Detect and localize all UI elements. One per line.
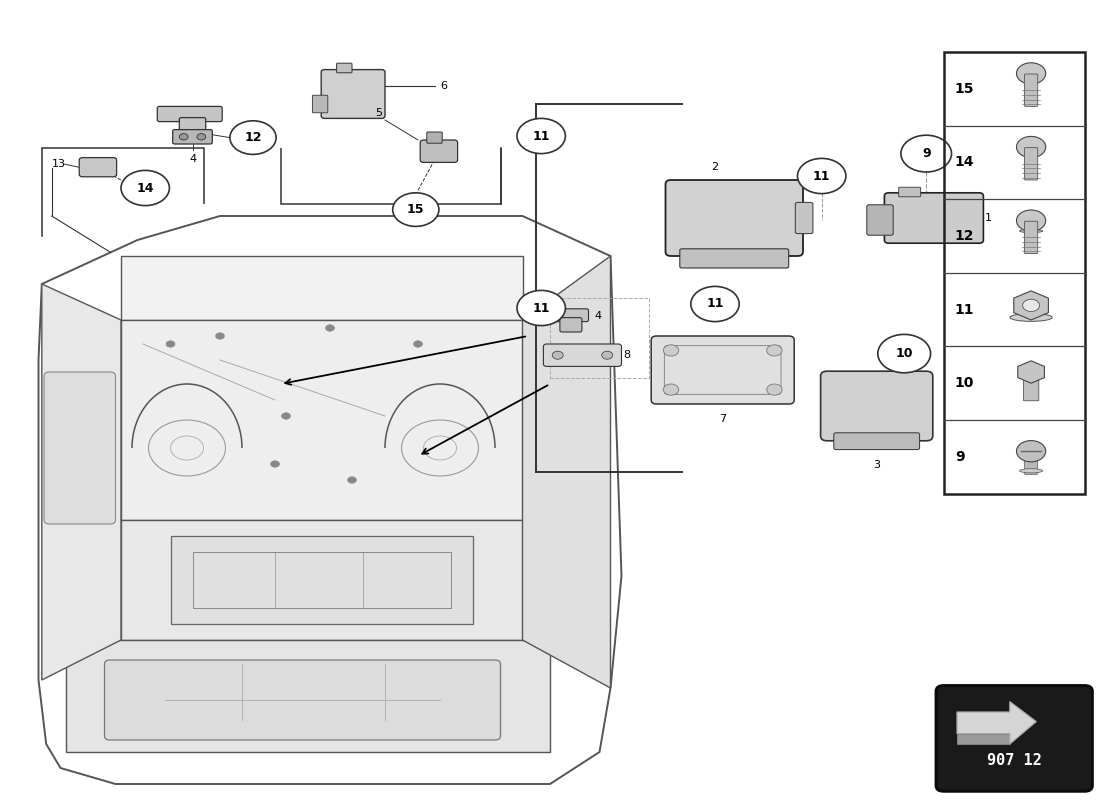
Text: 12: 12 bbox=[955, 229, 975, 243]
FancyBboxPatch shape bbox=[867, 205, 893, 235]
FancyBboxPatch shape bbox=[337, 63, 352, 73]
FancyBboxPatch shape bbox=[553, 309, 588, 322]
Circle shape bbox=[326, 325, 334, 331]
Circle shape bbox=[901, 135, 952, 172]
Polygon shape bbox=[42, 284, 121, 680]
Text: 2: 2 bbox=[712, 162, 718, 172]
Text: 8: 8 bbox=[624, 350, 630, 360]
Polygon shape bbox=[121, 520, 522, 640]
Circle shape bbox=[393, 193, 439, 226]
Circle shape bbox=[517, 290, 565, 326]
FancyBboxPatch shape bbox=[173, 130, 212, 144]
Text: 13: 13 bbox=[52, 159, 66, 169]
Text: 11: 11 bbox=[532, 302, 550, 314]
Text: 11: 11 bbox=[532, 130, 550, 142]
Polygon shape bbox=[66, 640, 550, 752]
Circle shape bbox=[1016, 441, 1046, 462]
Ellipse shape bbox=[1020, 469, 1043, 473]
FancyBboxPatch shape bbox=[821, 371, 933, 441]
FancyBboxPatch shape bbox=[680, 249, 789, 268]
Circle shape bbox=[121, 170, 169, 206]
FancyBboxPatch shape bbox=[560, 318, 582, 332]
Text: 907 12: 907 12 bbox=[987, 753, 1042, 768]
Circle shape bbox=[271, 461, 279, 467]
Polygon shape bbox=[121, 320, 522, 520]
FancyBboxPatch shape bbox=[321, 70, 385, 118]
Text: 14: 14 bbox=[955, 155, 975, 170]
FancyBboxPatch shape bbox=[1023, 371, 1038, 401]
FancyBboxPatch shape bbox=[834, 433, 920, 450]
Circle shape bbox=[166, 341, 175, 347]
FancyBboxPatch shape bbox=[884, 193, 983, 243]
Circle shape bbox=[767, 384, 782, 395]
Circle shape bbox=[414, 341, 422, 347]
Circle shape bbox=[663, 384, 679, 395]
Polygon shape bbox=[170, 536, 473, 624]
Text: 1: 1 bbox=[984, 213, 991, 223]
Text: 11: 11 bbox=[813, 170, 830, 182]
Text: 10: 10 bbox=[895, 347, 913, 360]
Text: 10: 10 bbox=[955, 376, 975, 390]
Circle shape bbox=[691, 286, 739, 322]
FancyBboxPatch shape bbox=[79, 158, 117, 177]
Polygon shape bbox=[957, 702, 1036, 744]
FancyBboxPatch shape bbox=[1024, 449, 1037, 474]
FancyBboxPatch shape bbox=[179, 118, 206, 134]
Circle shape bbox=[878, 334, 931, 373]
FancyBboxPatch shape bbox=[427, 132, 442, 143]
Text: 15: 15 bbox=[407, 203, 425, 216]
Text: 12: 12 bbox=[244, 131, 262, 144]
Circle shape bbox=[1023, 299, 1040, 311]
FancyBboxPatch shape bbox=[1024, 148, 1037, 180]
Circle shape bbox=[282, 413, 290, 419]
FancyBboxPatch shape bbox=[543, 344, 621, 366]
Text: 11: 11 bbox=[706, 298, 724, 310]
Text: 7: 7 bbox=[719, 414, 726, 424]
Circle shape bbox=[216, 333, 224, 339]
FancyBboxPatch shape bbox=[420, 140, 458, 162]
Text: 6: 6 bbox=[440, 81, 447, 90]
Text: 14: 14 bbox=[136, 182, 154, 194]
FancyBboxPatch shape bbox=[899, 187, 921, 197]
FancyBboxPatch shape bbox=[651, 336, 794, 404]
Circle shape bbox=[230, 121, 276, 154]
Circle shape bbox=[179, 134, 188, 140]
Text: 15: 15 bbox=[955, 82, 975, 96]
Text: 4: 4 bbox=[189, 154, 196, 164]
Circle shape bbox=[767, 345, 782, 356]
Circle shape bbox=[1016, 62, 1046, 84]
FancyBboxPatch shape bbox=[312, 95, 328, 113]
Circle shape bbox=[1016, 210, 1046, 231]
Text: 9: 9 bbox=[922, 147, 931, 160]
Ellipse shape bbox=[1010, 314, 1053, 322]
Text: 11: 11 bbox=[955, 302, 975, 317]
Text: 9: 9 bbox=[955, 450, 965, 464]
Circle shape bbox=[552, 351, 563, 359]
Circle shape bbox=[602, 351, 613, 359]
Circle shape bbox=[798, 158, 846, 194]
FancyBboxPatch shape bbox=[1024, 222, 1037, 254]
FancyBboxPatch shape bbox=[44, 372, 116, 524]
Circle shape bbox=[348, 477, 356, 483]
Polygon shape bbox=[121, 256, 522, 320]
Circle shape bbox=[517, 118, 565, 154]
Circle shape bbox=[663, 345, 679, 356]
FancyBboxPatch shape bbox=[666, 180, 803, 256]
FancyBboxPatch shape bbox=[1024, 74, 1037, 106]
Circle shape bbox=[1016, 136, 1046, 158]
Text: 5: 5 bbox=[375, 108, 382, 118]
Polygon shape bbox=[522, 256, 611, 688]
Polygon shape bbox=[957, 734, 1010, 744]
Text: 3: 3 bbox=[873, 460, 880, 470]
FancyBboxPatch shape bbox=[104, 660, 500, 740]
FancyBboxPatch shape bbox=[795, 202, 813, 234]
Ellipse shape bbox=[1020, 230, 1043, 233]
FancyBboxPatch shape bbox=[157, 106, 222, 122]
Circle shape bbox=[197, 134, 206, 140]
FancyBboxPatch shape bbox=[936, 686, 1092, 791]
Text: 4: 4 bbox=[594, 311, 601, 321]
